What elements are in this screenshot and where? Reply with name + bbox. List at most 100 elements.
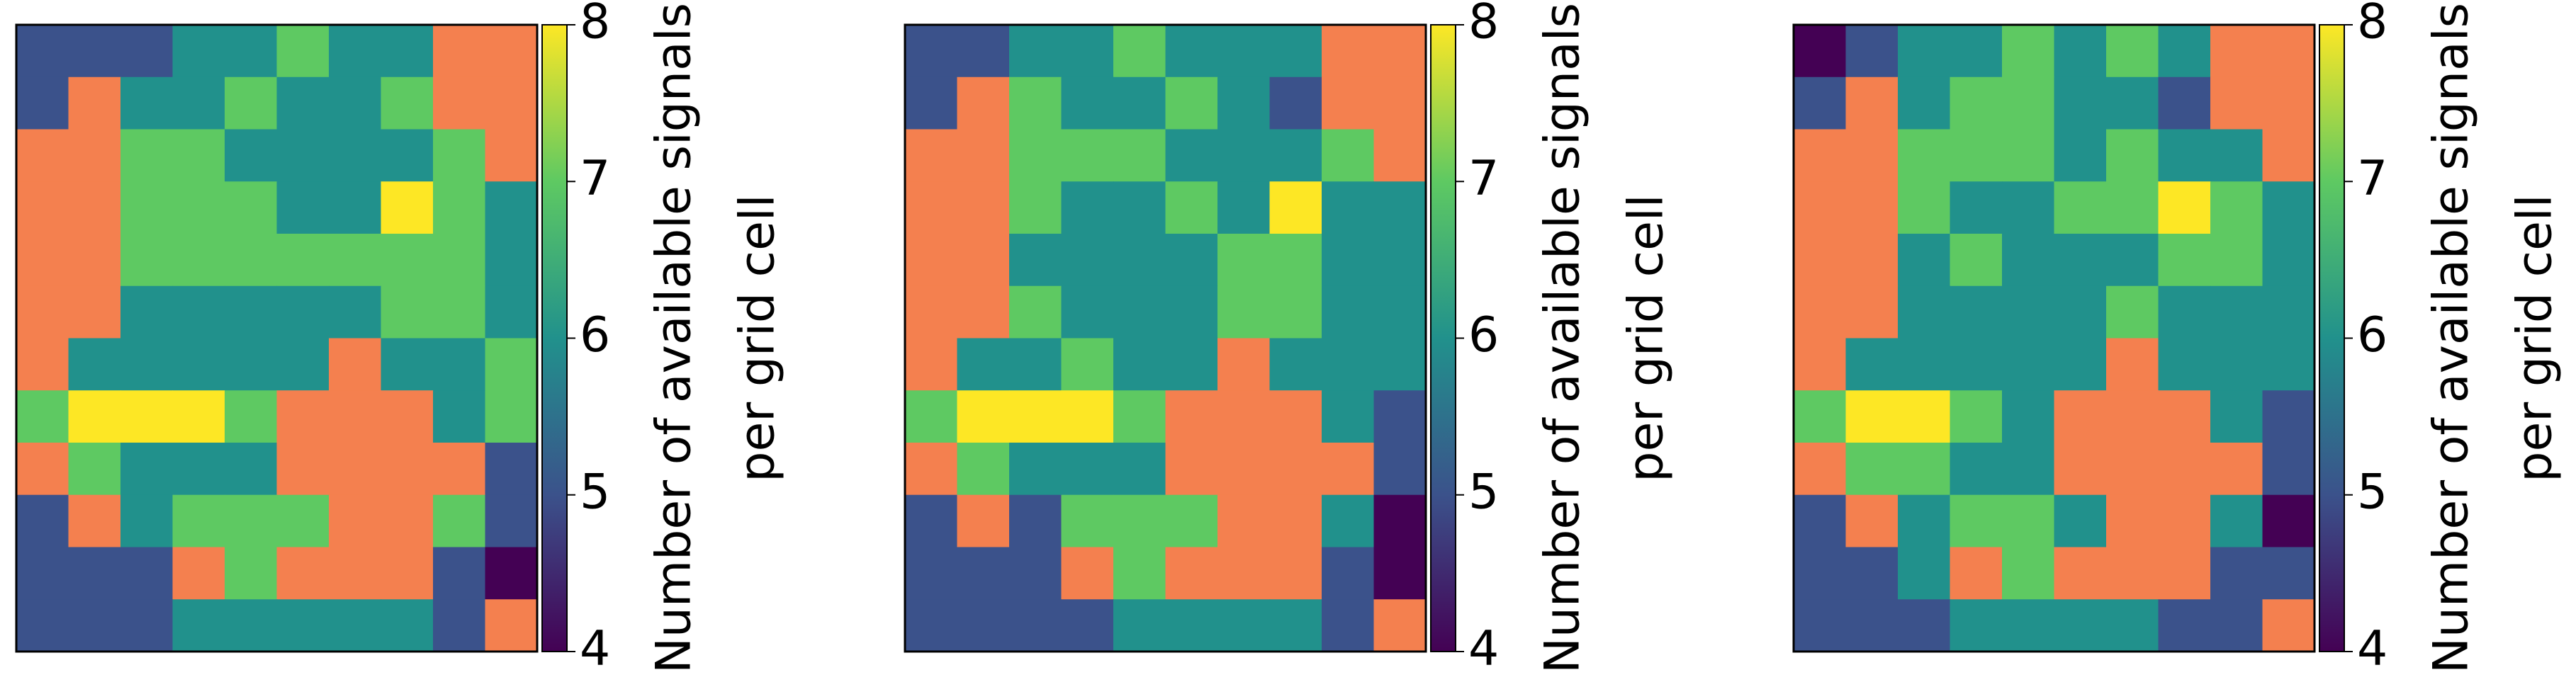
- grid-cell: [485, 443, 538, 496]
- colorbar-tick-label: 7: [1468, 151, 1499, 207]
- land: [2106, 390, 2159, 443]
- land: [1794, 181, 1847, 234]
- grid-cell: [2210, 129, 2263, 182]
- grid-cell: [1217, 234, 1271, 287]
- grid-cell: [1113, 494, 1166, 548]
- grid-cell: [2106, 234, 2159, 287]
- colorbar-label: Number of available signals: [1535, 3, 1591, 674]
- grid-cell: [1898, 338, 1951, 391]
- grid-cell: [485, 285, 538, 339]
- grid-cell: [1061, 234, 1114, 287]
- grid-cell: [2158, 181, 2211, 234]
- grid-cell: [1898, 129, 1951, 182]
- grid-cell: [485, 547, 538, 600]
- grid-cell: [120, 494, 174, 548]
- colorbar-tick-label: 5: [1468, 464, 1499, 520]
- land: [1845, 181, 1899, 234]
- grid-cell: [905, 25, 958, 78]
- land: [1794, 234, 1847, 287]
- grid-cell: [2054, 234, 2107, 287]
- land: [2054, 443, 2107, 496]
- land: [957, 129, 1010, 182]
- grid-cell: [2054, 76, 2107, 130]
- grid-cell: [1950, 494, 2003, 548]
- grid-cell: [172, 390, 225, 443]
- grid-cell: [1009, 338, 1062, 391]
- land: [68, 494, 121, 548]
- grid-cell: [1009, 76, 1062, 130]
- grid-cell: [2262, 234, 2315, 287]
- grid-cell: [120, 129, 174, 182]
- grid-cell: [2106, 76, 2159, 130]
- grid-cell: [2158, 234, 2211, 287]
- grid-cell: [276, 285, 330, 339]
- grid-cell: [120, 390, 174, 443]
- grid-cell: [2002, 234, 2055, 287]
- grid-cell: [1217, 599, 1271, 652]
- land: [68, 285, 121, 339]
- grid-cell: [433, 547, 486, 600]
- grid-cell: [1009, 285, 1062, 339]
- grid-cell: [225, 443, 278, 496]
- grid-cell: [957, 443, 1010, 496]
- grid-cell: [1061, 599, 1114, 652]
- grid-cell: [957, 390, 1010, 443]
- colorbar-tick-label: 7: [2357, 151, 2387, 207]
- grid-cell: [276, 494, 330, 548]
- grid-cell: [1898, 599, 1951, 652]
- land: [433, 443, 486, 496]
- grid-cell: [1373, 547, 1427, 600]
- grid-cell: [1113, 338, 1166, 391]
- land: [16, 129, 69, 182]
- land: [381, 443, 434, 496]
- grid-cell: [1322, 494, 1375, 548]
- grid-cell: [2158, 25, 2211, 78]
- grid-cell: [172, 494, 225, 548]
- land: [1322, 25, 1375, 78]
- land: [485, 25, 538, 78]
- land: [485, 76, 538, 130]
- land: [2262, 599, 2315, 652]
- grid-cell: [2158, 285, 2211, 339]
- grid-cell: [433, 181, 486, 234]
- grid-cell: [433, 129, 486, 182]
- grid-cell: [2262, 443, 2315, 496]
- land: [1845, 129, 1899, 182]
- land: [381, 547, 434, 600]
- grid-cell: [1009, 234, 1062, 287]
- grid-cell: [2054, 599, 2107, 652]
- grid-cell: [433, 234, 486, 287]
- grid-cell: [1373, 234, 1427, 287]
- grid-cell: [120, 338, 174, 391]
- grid-cell: [1845, 390, 1899, 443]
- land: [957, 181, 1010, 234]
- land: [905, 285, 958, 339]
- grid-cell: [1061, 129, 1114, 182]
- grid-cell: [172, 599, 225, 652]
- land: [2210, 76, 2263, 130]
- grid-cell: [957, 25, 1010, 78]
- grid-cell: [1950, 76, 2003, 130]
- grid-cell: [381, 25, 434, 78]
- grid-cell: [2002, 285, 2055, 339]
- grid-cell: [1898, 25, 1951, 78]
- land: [276, 390, 330, 443]
- land: [1794, 338, 1847, 391]
- grid-cell: [2002, 547, 2055, 600]
- map-panel: [16, 25, 538, 652]
- grid-cell: [1322, 129, 1375, 182]
- grid-cell: [1217, 76, 1271, 130]
- grid-cell: [2262, 338, 2315, 391]
- grid-cell: [2106, 599, 2159, 652]
- grid-cell: [1950, 285, 2003, 339]
- grid-cell: [485, 338, 538, 391]
- grid-cell: [1061, 390, 1114, 443]
- grid-cell: [1794, 494, 1847, 548]
- grid-cell: [225, 25, 278, 78]
- land: [16, 443, 69, 496]
- land: [1794, 285, 1847, 339]
- grid-cell: [120, 443, 174, 496]
- land: [2106, 443, 2159, 496]
- grid-cell: [276, 234, 330, 287]
- grid-cell: [225, 181, 278, 234]
